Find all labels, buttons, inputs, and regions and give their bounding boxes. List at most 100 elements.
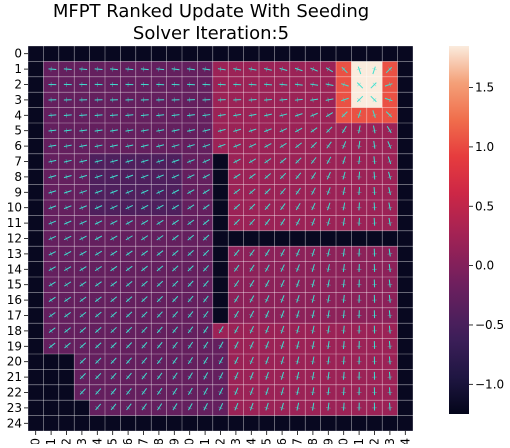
heatmap-cell: [228, 46, 243, 61]
vector-arrow: [95, 115, 103, 116]
heatmap-cell: [244, 231, 259, 246]
heatmap-cell: [274, 416, 289, 431]
vector-arrow: [249, 84, 257, 85]
heatmap-cell: [398, 277, 413, 292]
heatmap-cell: [28, 231, 43, 246]
y-tick-label: 19: [7, 339, 22, 353]
colorbar-tick-label: 1.0: [475, 140, 494, 154]
heatmap-cell: [259, 416, 274, 431]
heatmap-cell: [28, 108, 43, 123]
heatmap-cell: [151, 46, 166, 61]
heatmap-cell: [398, 185, 413, 200]
heatmap-cell: [74, 416, 89, 431]
x-tick-label: 4: [90, 438, 104, 444]
heatmap-cell: [398, 339, 413, 354]
heatmap-cell: [367, 46, 382, 61]
y-tick-label: 9: [14, 185, 22, 199]
vector-arrow: [264, 100, 272, 101]
vector-arrow: [249, 100, 257, 101]
vector-arrow: [343, 356, 344, 364]
heatmap-cell: [398, 215, 413, 230]
vector-arrow: [389, 372, 390, 380]
heatmap-cell: [59, 416, 74, 431]
heatmap-cell: [213, 200, 228, 215]
heatmap-cell: [28, 169, 43, 184]
vector-arrow: [390, 387, 391, 395]
heatmap-cell: [321, 231, 336, 246]
heatmap-cell: [28, 369, 43, 384]
y-tick-label: 4: [14, 108, 22, 122]
heatmap-cell: [228, 416, 243, 431]
heatmap-cell: [398, 323, 413, 338]
heatmap-cell: [167, 46, 182, 61]
y-tick-label: 12: [7, 232, 22, 246]
heatmap-cell: [398, 92, 413, 107]
y-tick-label: 17: [7, 309, 22, 323]
heatmap-cell: [274, 46, 289, 61]
x-tick-label: 22: [368, 438, 382, 444]
y-tick-label: 16: [7, 293, 22, 307]
y-tick-label: 15: [7, 278, 22, 292]
vector-arrow: [359, 187, 360, 195]
heatmap-cell: [43, 385, 58, 400]
heatmap-cell: [398, 169, 413, 184]
heatmap-cell: [398, 354, 413, 369]
vector-arrow: [279, 84, 287, 85]
heatmap-cells: [28, 46, 413, 431]
heatmap-cell: [105, 46, 120, 61]
x-tick-label: 2: [60, 438, 74, 444]
heatmap-cell: [398, 154, 413, 169]
heatmap-cell: [28, 308, 43, 323]
heatmap-cell: [43, 369, 58, 384]
heatmap-cell: [28, 77, 43, 92]
vector-arrow: [264, 84, 272, 85]
colorbar-tick-label: 0.0: [475, 259, 494, 273]
heatmap-cell: [28, 138, 43, 153]
vector-arrow: [110, 115, 118, 116]
heatmap-cell: [213, 185, 228, 200]
heatmap-cell: [351, 46, 366, 61]
heatmap-cell: [43, 46, 58, 61]
heatmap-cell: [213, 262, 228, 277]
x-tick-label: 16: [275, 438, 289, 444]
vector-arrow: [359, 202, 360, 210]
vector-arrow: [374, 172, 375, 180]
heatmap-cell: [43, 400, 58, 415]
heatmap-cell: [28, 246, 43, 261]
heatmap-cell: [74, 46, 89, 61]
heatmap-cell: [398, 369, 413, 384]
x-tick-label: 11: [198, 438, 212, 444]
heatmap-cell: [398, 138, 413, 153]
heatmap-cell: [351, 416, 366, 431]
heatmap-cell: [105, 416, 120, 431]
heatmap-cell: [28, 215, 43, 230]
colorbar-gradient: [449, 46, 469, 414]
x-tick-label: 1: [44, 438, 58, 444]
heatmap-cell: [28, 339, 43, 354]
heatmap-cell: [398, 308, 413, 323]
x-tick-label: 0: [29, 438, 43, 444]
heatmap-cell: [213, 246, 228, 261]
heatmap-cell: [398, 246, 413, 261]
x-tick-label: 18: [306, 438, 320, 444]
vector-arrow: [344, 403, 345, 411]
heatmap-cell: [28, 200, 43, 215]
vector-arrow: [79, 69, 87, 70]
heatmap-cell: [90, 416, 105, 431]
y-tick-label: 18: [7, 324, 22, 338]
y-tick-label: 23: [7, 401, 22, 415]
heatmap-cell: [28, 416, 43, 431]
y-tick-label: 1: [14, 62, 22, 76]
heatmap-cell: [167, 416, 182, 431]
heatmap-cell: [28, 385, 43, 400]
y-tick-label: 13: [7, 247, 22, 261]
heatmap-cell: [398, 46, 413, 61]
heatmap-cell: [28, 262, 43, 277]
x-tick-label: 21: [352, 438, 366, 444]
heatmap-cell: [336, 46, 351, 61]
heatmap-cell: [398, 416, 413, 431]
heatmap-cell: [398, 123, 413, 138]
heatmap-cell: [398, 77, 413, 92]
heatmap-cell: [59, 46, 74, 61]
colorbar-tick-label: 1.5: [475, 81, 494, 95]
